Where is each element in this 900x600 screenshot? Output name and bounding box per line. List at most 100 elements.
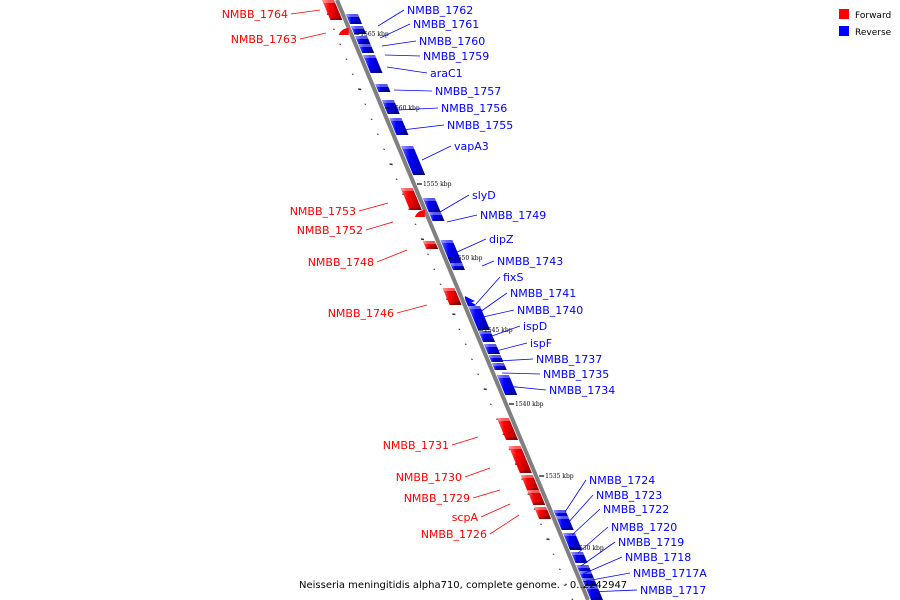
gene-label-nmbb-1763: NMBB_1763 [231, 33, 297, 46]
gene-leader-nmbb-1755 [401, 124, 445, 131]
gene-feature-nmbb-1718 [578, 571, 595, 579]
gene-label-slyd: slyD [472, 189, 496, 202]
gene-leader-ispf [491, 342, 528, 353]
legend-reverse-swatch [839, 26, 849, 36]
gene-feature-nmbb-1717 [585, 586, 603, 600]
gene-label-nmbb-1724: NMBB_1724 [589, 474, 655, 487]
gene-label-nmbb-1718: NMBB_1718 [625, 551, 691, 564]
gene-label-nmbb-1723: NMBB_1723 [596, 489, 662, 502]
gene-leader-nmbb-1763 [299, 32, 327, 40]
gene-leader-nmbb-1734 [505, 385, 547, 391]
gene-leader-nmbb-1762 [377, 9, 405, 27]
minor-tick-mark [471, 358, 473, 360]
gene-leader-nmbb-1759 [384, 54, 421, 57]
gene-label-arac1: araC1 [430, 67, 463, 80]
gene-leader-nmbb-1753 [358, 202, 389, 212]
gene-label-nmbb-1731: NMBB_1731 [383, 439, 449, 452]
gene-leader-nmbb-1761 [379, 23, 411, 39]
gene-leader-nmbb-1749 [446, 214, 478, 223]
gene-label-ispf: ispF [530, 337, 552, 350]
minor-tick-mark [571, 598, 574, 600]
gene-label-nmbb-1717: NMBB_1717 [640, 584, 706, 597]
gene-feature-nmbb-1748 [422, 241, 439, 249]
gene-leader-nmbb-1720 [577, 526, 609, 554]
minor-tick-mark [358, 88, 362, 91]
minor-tick-mark [452, 313, 456, 316]
gene-feature-scpa [526, 490, 546, 505]
minor-tick-mark [540, 523, 542, 525]
gene-feature-nmbb-1730 [508, 446, 532, 473]
kbp-tick-label: 1535 kbp [545, 473, 574, 480]
gene-leader-nmbb-1718 [582, 556, 623, 575]
minor-tick-mark [370, 118, 373, 120]
gene-leader-dipz [454, 238, 487, 254]
gene-leader-nmbb-1724 [564, 479, 587, 513]
gene-leader-nmbb-1757 [393, 89, 433, 92]
gene-feature-nmbb-1757 [375, 84, 391, 92]
gene-label-nmbb-1755: NMBB_1755 [447, 119, 513, 132]
kbp-tick-label: 1540 kbp [515, 401, 544, 408]
gene-feature-nmbb-1755 [389, 118, 409, 135]
gene-label-nmbb-1749: NMBB_1749 [480, 209, 546, 222]
minor-tick-mark [420, 238, 425, 241]
gene-feature-nmbb-1764 [322, 0, 343, 20]
minor-tick-mark [489, 403, 492, 405]
gene-leader-nmbb-1756 [397, 107, 439, 111]
gene-label-nmbb-1737: NMBB_1737 [536, 353, 602, 366]
gene-feature-nmbb-1740 [468, 306, 491, 330]
gene-feature-nmbb-1734 [496, 375, 518, 395]
gene-label-nmbb-1735: NMBB_1735 [543, 368, 609, 381]
gene-leader-nmbb-1719 [580, 541, 616, 567]
gene-feature-nmbb-1762 [345, 14, 363, 24]
gene-feature-nmbb-1756 [381, 100, 400, 114]
gene-leader-scpa [480, 503, 511, 518]
kbp-tick-label: 1545 kbp [484, 327, 513, 334]
gene-label-nmbb-1740: NMBB_1740 [517, 304, 583, 317]
gene-leader-nmbb-1730 [464, 467, 491, 478]
gene-label-vapa3: vapA3 [454, 140, 489, 153]
gene-leader-nmbb-1746 [396, 304, 428, 314]
gene-leader-ispd [488, 325, 521, 338]
gene-feature-nmbb-1759 [358, 44, 375, 53]
gene-feature-nmbb-1760 [355, 36, 371, 44]
minor-tick-mark [345, 58, 348, 60]
gene-label-nmbb-1719: NMBB_1719 [618, 536, 684, 549]
gene-feature-nmbb-1743 [450, 263, 465, 270]
gene-leader-arac1 [386, 66, 428, 74]
gene-leader-fixs [475, 276, 501, 305]
gene-feature-nmbb-1720 [570, 552, 588, 563]
gene-feature-nmbb-1731 [496, 418, 519, 440]
gene-feature-ispd [478, 331, 496, 342]
minor-tick-mark [389, 163, 393, 166]
minor-tick-mark [364, 103, 367, 105]
gene-label-fixs: fixS [503, 271, 523, 284]
gene-label-nmbb-1752: NMBB_1752 [297, 224, 363, 237]
gene-feature-nmbb-1735 [491, 363, 507, 370]
gene-leader-vapa3 [421, 145, 452, 161]
gene-label-nmbb-1746: NMBB_1746 [328, 307, 394, 320]
minor-tick-mark [477, 373, 480, 375]
minor-tick-mark [552, 553, 555, 555]
gene-label-nmbb-1760: NMBB_1760 [419, 35, 485, 48]
kbp-tick-label: 1530 kbp [575, 545, 604, 552]
gene-features [322, 0, 603, 600]
gene-leader-nmbb-1764 [290, 9, 321, 15]
gene-label-nmbb-1741: NMBB_1741 [510, 287, 576, 300]
gene-label-nmbb-1764: NMBB_1764 [222, 8, 288, 21]
gene-label-nmbb-1729: NMBB_1729 [404, 492, 470, 505]
minor-tick-mark [383, 148, 385, 150]
kbp-tick-label: 1560 kbp [391, 105, 420, 112]
legend-forward-swatch [839, 9, 849, 19]
minor-tick-mark [351, 73, 354, 75]
gene-leader-nmbb-1741 [479, 292, 508, 313]
gene-label-nmbb-1759: NMBB_1759 [423, 50, 489, 63]
gene-label-nmbb-1757: NMBB_1757 [435, 85, 501, 98]
minor-tick-mark [376, 133, 379, 135]
gene-label-nmbb-1722: NMBB_1722 [603, 503, 669, 516]
genome-backbone [335, 0, 590, 600]
kbp-ticks: 1565 kbp 1560 kbp 1555 kbp 1550 kbp 1545 kbp… [354, 31, 604, 552]
gene-feature-nmbb-1761 [350, 26, 367, 34]
gene-leader-nmbb-1735 [501, 372, 541, 375]
legend: Forward Reverse [839, 9, 892, 38]
kbp-tick-label: 1555 kbp [423, 181, 452, 188]
